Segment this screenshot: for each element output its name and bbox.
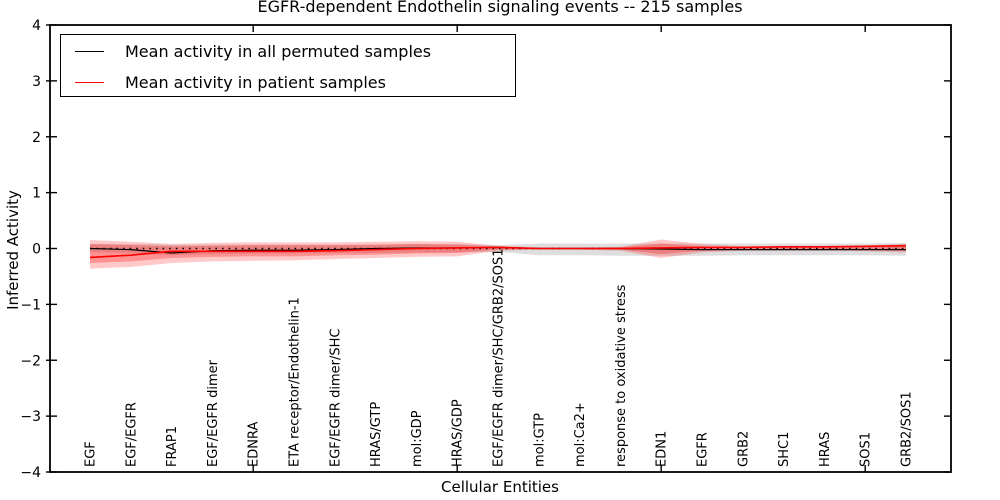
x-axis-label: Cellular Entities — [441, 478, 559, 496]
y-tick-label: 4 — [32, 18, 41, 34]
x-category-label: HRAS/GDP — [451, 399, 466, 467]
x-category-label: HRAS/GTP — [369, 402, 384, 467]
patient-mean-line — [89, 244, 907, 259]
red-line-sample-icon — [75, 82, 104, 83]
y-tick-label: 2 — [32, 130, 41, 146]
legend-entry-permuted: Mean activity in all permuted samples — [61, 37, 515, 66]
x-category-label: EGF — [84, 441, 99, 467]
y-tick-label: 3 — [32, 74, 41, 90]
legend-label-patient: Mean activity in patient samples — [125, 73, 386, 92]
legend-entry-patient: Mean activity in patient samples — [61, 68, 515, 97]
x-category-label: EDNRA — [247, 422, 262, 467]
y-tick-label: −1 — [20, 297, 41, 313]
x-category-label: EGF/EGFR dimer/SHC — [328, 329, 343, 467]
x-category-label: response to oxidative stress — [614, 284, 629, 467]
legend: Mean activity in all permuted samples Me… — [60, 34, 516, 97]
x-category-label: FRAP1 — [165, 426, 180, 467]
y-tick-label: −2 — [20, 353, 41, 369]
black-line-sample-icon — [75, 51, 104, 52]
x-category-label: mol:GTP — [532, 413, 547, 467]
x-category-label: EGF/EGFR dimer — [206, 359, 221, 467]
x-category-label: EGF/EGFR dimer/SHC/GRB2/SOS1 — [492, 249, 507, 468]
x-category-label: SOS1 — [859, 432, 874, 467]
y-tick-label: 1 — [32, 186, 41, 202]
legend-label-permuted: Mean activity in all permuted samples — [125, 42, 432, 61]
x-category-label: EGF/EGFR — [124, 402, 139, 467]
y-tick-label: −3 — [20, 409, 41, 425]
y-tick-label: −4 — [20, 465, 41, 481]
x-category-label: GRB2/SOS1 — [900, 391, 915, 467]
x-category-label: EDN1 — [655, 431, 670, 467]
permuted-samples-range-band — [90, 242, 906, 256]
y-tick-label: 0 — [32, 242, 41, 258]
x-category-label: mol:GDP — [410, 410, 425, 467]
patient-samples-range-inner-band — [90, 243, 906, 264]
x-category-label: GRB2 — [736, 431, 751, 467]
chart-title: EGFR-dependent Endothelin signaling even… — [257, 0, 743, 16]
x-category-label: mol:Ca2+ — [573, 402, 588, 467]
x-category-label: SHC1 — [777, 432, 792, 467]
x-category-label: EGFR — [696, 432, 711, 467]
x-category-label: HRAS — [818, 432, 833, 467]
x-category-label: ETA receptor/Endothelin-1 — [288, 297, 303, 467]
